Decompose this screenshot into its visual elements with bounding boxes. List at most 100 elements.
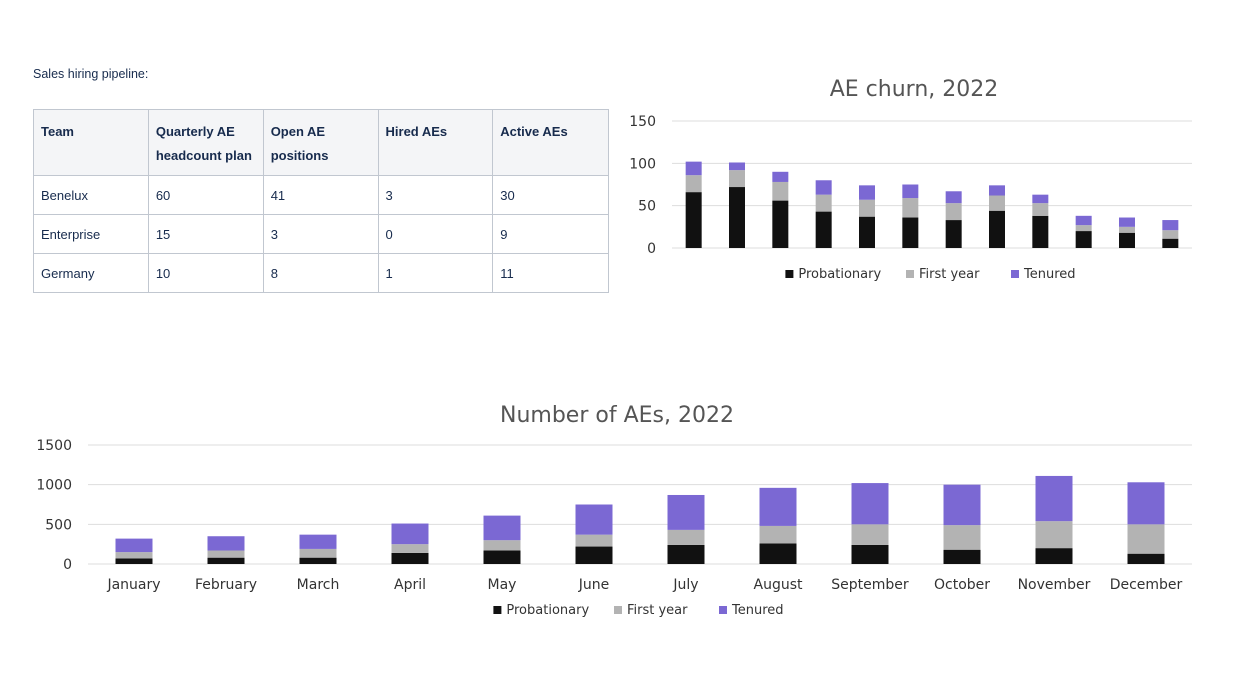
bar-segment [859,199,875,217]
bar-segment [815,194,832,212]
x-tick-label: December [1110,577,1183,593]
header-hired: Hired AEs [377,109,494,176]
bar-segment [685,192,702,248]
table-cell: 30 [492,175,609,215]
bar-segment [943,549,981,564]
bar-segment [1162,238,1179,248]
legend-swatch [1011,270,1019,278]
bar-segment [1075,225,1092,232]
table-cell: 15 [147,214,264,254]
bar-segment [207,536,245,551]
y-tick-label: 1500 [36,438,72,454]
bar-segment [902,217,919,248]
x-tick-label: May [488,577,517,593]
bar-segment [207,557,245,564]
bar-segment [989,195,1005,211]
x-tick-label: November [1018,577,1091,593]
table-cell: 41 [262,175,379,215]
bar-segment [772,181,789,201]
bar-segment [851,483,889,525]
x-tick-label: June [578,577,610,593]
ae-count-chart: Number of AEs, 2022 0 500 1000 1500 January Fe… [36,403,1192,618]
bar-segment [759,543,797,564]
header-team: Team [33,109,149,176]
table-cell: 60 [147,175,264,215]
bar-segment [1162,230,1179,239]
bar-segment [729,187,745,248]
legend-swatch [719,606,727,614]
x-tick-label: January [106,577,160,593]
bar-segment [902,184,919,199]
y-tick-label: 150 [629,114,656,130]
x-tick-label: February [195,577,257,593]
bar-segment [772,171,789,182]
chart-title: Number of AEs, 2022 [500,403,734,428]
chart-title: AE churn, 2022 [830,77,999,102]
bar-segment [759,525,797,544]
bar-segment [943,484,981,526]
bar-segment [391,552,429,564]
legend-label: Tenured [1023,267,1076,282]
bar-segment [483,540,521,551]
table-cell: 8 [262,253,379,293]
bar-segment [299,534,337,549]
bar-segment [815,180,832,195]
table-cell: 1 [377,253,494,293]
bar-segment [859,216,875,248]
bar-segment [1127,524,1165,554]
bar-segment [1127,482,1165,525]
bar-segment [759,487,797,526]
ae-churn-chart: AE churn, 2022 0 50 100 150 Probationary First… [629,77,1192,282]
table-cell: 3 [377,175,494,215]
table-cell: 3 [262,214,379,254]
x-tick-label: October [934,577,990,593]
bar-segment [943,525,981,550]
legend-label: Tenured [731,603,784,618]
legend-swatch [906,270,914,278]
table-header-row: Team Quarterly AE headcount plan Open AE… [33,109,609,176]
bar-segment [1075,231,1092,248]
bar-segment [685,161,702,176]
bar-segment [667,529,705,545]
bar-segment [859,185,875,200]
bar-segment [667,544,705,564]
table-cell: 0 [377,214,494,254]
bar-segment [667,494,705,530]
table-cell: Benelux [33,175,149,215]
bar-segment [575,546,613,564]
bar-segment [729,162,745,171]
bar-segment [1119,217,1135,227]
bar-segment [851,524,889,545]
bar-segment [115,558,153,564]
x-tick-label: March [297,577,340,593]
bar-segment [902,198,919,218]
legend-label: Probationary [798,267,881,282]
y-tick-label: 100 [629,156,656,172]
legend-label: First year [919,267,980,282]
table-cell: Germany [33,253,149,293]
bar-segment [207,550,245,558]
x-tick-label: September [831,577,909,593]
legend-swatch [785,270,794,278]
bar-segment [299,557,337,564]
bar-segment [1032,203,1049,216]
y-tick-label: 50 [638,199,656,215]
bar-segment [391,544,429,553]
y-tick-label: 0 [63,557,72,573]
bar-segment [483,515,521,541]
bar-segment [1119,226,1135,233]
table-row: Germany 10 8 1 11 [33,253,609,293]
table-cell: 11 [492,253,609,293]
table-row: Benelux 60 41 3 30 [33,175,609,215]
bar-segment [989,185,1005,196]
bar-segment [575,504,613,535]
bar-segment [685,175,702,193]
bar-segment [483,550,521,564]
header-headcount-plan: Quarterly AE headcount plan [147,109,264,176]
table-row: Enterprise 15 3 0 9 [33,214,609,254]
bar-segment [1032,194,1049,204]
table-cell: 10 [147,253,264,293]
x-tick-label: August [754,577,804,593]
bar-segment [1075,215,1092,226]
bar-segment [115,538,153,553]
